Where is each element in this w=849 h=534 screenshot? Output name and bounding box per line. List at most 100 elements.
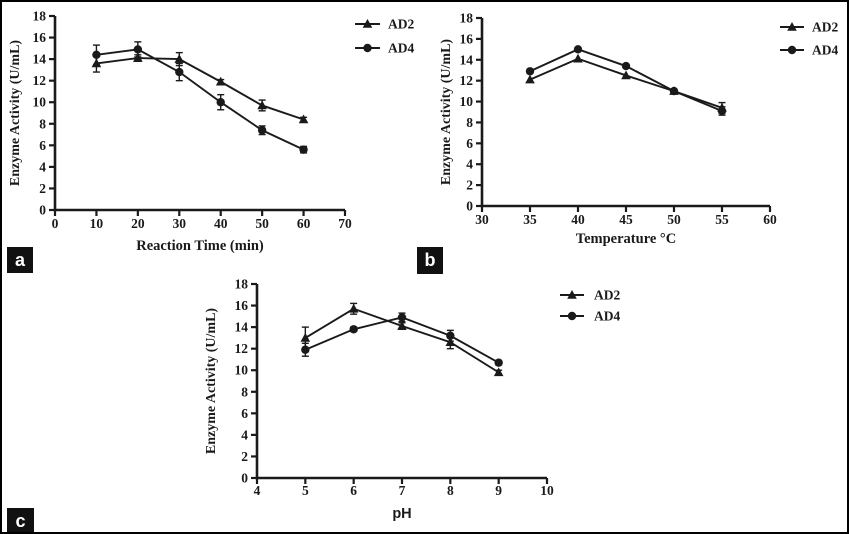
circle-marker-icon-ad4	[216, 98, 225, 107]
circle-marker-icon-ad4	[349, 325, 358, 334]
circle-marker-icon-legend-ad4	[787, 45, 797, 55]
y-tick-label: 8	[241, 384, 248, 399]
y-tick-label: 12	[235, 341, 249, 356]
y-tick-label: 4	[39, 159, 46, 174]
y-tick-label: 8	[39, 116, 46, 131]
triangle-marker-icon-ad2	[573, 53, 583, 63]
chart-b-enzyme-activity-vs-temperature: 0 2 4 6 8 10 12 14 16 18 30 35 40 45 50 55 60 Enzyme Acti…	[439, 11, 838, 248]
x-tick-label: 9	[495, 483, 502, 498]
legend-label-ad2: AD2	[812, 20, 838, 35]
triangle-marker-icon-ad2	[133, 53, 143, 62]
y-tick-label: 10	[33, 95, 47, 110]
x-axis-title: pH	[392, 506, 411, 522]
x-tick-label: 20	[131, 216, 145, 231]
legend-label-ad2: AD2	[594, 288, 620, 303]
x-tick-label: 0	[52, 216, 59, 231]
triangle-marker-icon-ad2	[91, 58, 102, 68]
circle-marker-icon-legend-ad4	[567, 311, 577, 321]
y-tick-label: 14	[460, 52, 474, 67]
y-tick-label: 10	[460, 94, 474, 109]
circle-marker-icon-ad4	[446, 331, 455, 340]
panel-label-a: a	[7, 247, 33, 273]
circle-marker-icon-ad4	[301, 345, 310, 354]
y-tick-label: 12	[460, 73, 474, 88]
circle-marker-icon-ad4	[175, 67, 184, 77]
y-tick-label: 2	[241, 449, 248, 464]
circle-marker-icon-ad4	[133, 45, 143, 54]
x-tick-label: 45	[619, 212, 633, 227]
y-tick-label: 0	[466, 199, 473, 214]
x-tick-label: 5	[302, 483, 309, 498]
series-line-ad4	[96, 48, 304, 151]
series-line-ad4	[529, 48, 723, 112]
x-tick-label: 50	[255, 216, 269, 231]
y-tick-label: 6	[241, 406, 248, 421]
circle-marker-icon-ad4	[257, 126, 267, 135]
panel-label-b: b	[417, 247, 443, 274]
y-tick-label: 6	[39, 138, 46, 153]
x-tick-label: 40	[571, 212, 585, 227]
triangle-marker-icon-ad2	[298, 114, 309, 124]
y-tick-label: 18	[460, 11, 474, 26]
y-tick-label: 0	[241, 471, 248, 486]
x-tick-label: 8	[447, 483, 454, 498]
y-tick-label: 16	[33, 30, 47, 45]
y-tick-label: 18	[235, 277, 249, 292]
x-tick-label: 30	[475, 212, 489, 227]
x-tick-label: 30	[173, 216, 187, 231]
legend-label-ad4: AD4	[812, 43, 838, 58]
y-tick-label: 12	[33, 73, 47, 88]
triangle-marker-icon-ad2	[445, 337, 456, 346]
x-tick-label: 50	[667, 212, 681, 227]
y-tick-label: 14	[235, 320, 249, 335]
x-tick-label: 40	[214, 216, 228, 231]
triangle-marker-icon-ad2	[300, 332, 311, 342]
circle-marker-icon-ad4	[92, 50, 101, 59]
circle-marker-icon-ad4	[494, 358, 503, 367]
y-tick-label: 14	[33, 52, 47, 67]
x-tick-label: 70	[338, 216, 352, 231]
circle-marker-icon-ad4	[621, 61, 631, 71]
circle-marker-icon-ad4	[573, 45, 583, 54]
x-axis-title: Temperature °C	[576, 231, 676, 247]
y-axis-title: Enzyme Activity (U/mL)	[204, 308, 219, 455]
triangle-marker-icon-legend-ad2	[362, 19, 373, 28]
x-tick-label: 60	[763, 212, 777, 227]
series-line-ad2	[96, 57, 304, 121]
y-tick-label: 4	[241, 427, 248, 442]
circle-marker-icon-ad4	[717, 106, 727, 116]
y-tick-label: 0	[39, 203, 46, 218]
y-tick-label: 6	[466, 136, 473, 151]
x-tick-label: 4	[254, 483, 261, 498]
panel-label-c: c	[7, 508, 34, 532]
triangle-marker-icon-ad2	[215, 76, 226, 86]
legend-label-ad2: AD2	[388, 17, 414, 32]
x-tick-label: 60	[297, 216, 311, 231]
y-tick-label: 10	[235, 363, 249, 378]
x-tick-label: 35	[523, 212, 537, 227]
y-axis-title: Enzyme Activity (U/mL)	[439, 39, 454, 186]
triangle-marker-icon-legend-ad2	[567, 290, 577, 299]
triangle-marker-icon-ad2	[397, 321, 407, 330]
legend-label-ad4: AD4	[388, 41, 414, 56]
circle-marker-icon-ad4	[669, 86, 679, 96]
x-tick-label: 10	[90, 216, 104, 231]
circle-marker-icon-ad4	[299, 145, 308, 154]
y-tick-label: 18	[33, 9, 47, 24]
x-tick-label: 10	[540, 483, 554, 498]
y-tick-label: 16	[235, 298, 249, 313]
circle-marker-icon-legend-ad4	[363, 43, 372, 53]
legend-label-ad4: AD4	[594, 309, 620, 324]
triangle-marker-icon-ad2	[348, 303, 359, 313]
x-axis-title: Reaction Time (min)	[136, 238, 264, 254]
chart-c-enzyme-activity-vs-ph: 0 2 4 6 8 10 12 14 16 18 4 5 6 7 8 9 10 Enzyme Activity (…	[204, 277, 620, 523]
x-tick-label: 7	[399, 483, 406, 498]
circle-marker-icon-ad4	[397, 313, 407, 322]
y-tick-label: 8	[466, 115, 473, 130]
chart-a-enzyme-activity-vs-reaction-time: 0 2 4 6 8 10 12 14 16 18 0 10 20 30 40 50 60 70 Enzyme Act…	[8, 9, 414, 255]
y-tick-label: 16	[460, 31, 474, 46]
triangle-marker-icon-ad2	[174, 54, 185, 63]
x-tick-label: 6	[350, 483, 357, 498]
circle-marker-icon-ad4	[525, 67, 535, 76]
